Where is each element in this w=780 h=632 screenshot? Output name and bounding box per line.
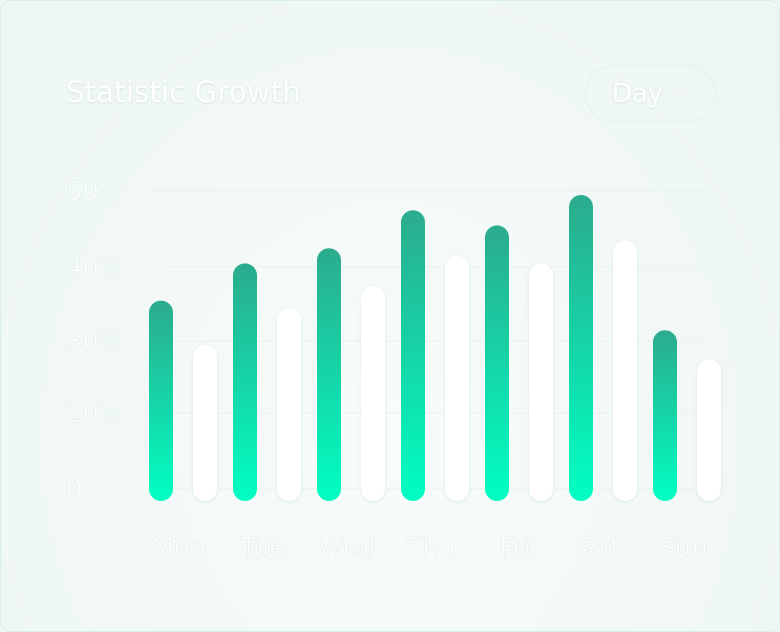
period-dropdown[interactable]: Day (585, 65, 716, 122)
chart-title: Statistic Growth (66, 75, 301, 109)
x-axis-ticks: Mon Tue Wed Thu Fri Sat Sun (151, 533, 708, 564)
chevron-down-icon (671, 85, 689, 103)
bar-primary (569, 195, 593, 501)
bar-primary (401, 210, 425, 501)
x-tick-label: Fri (500, 533, 531, 563)
bar-secondary (697, 359, 721, 501)
bar-secondary (361, 285, 385, 501)
x-tick-label: Thu (406, 533, 456, 563)
y-tick-label: 0 (66, 475, 83, 505)
y-axis-ticks: 0 20% 30% 40% 50% (66, 177, 124, 506)
bar-primary (233, 263, 257, 501)
x-tick-label: Tue (240, 533, 285, 563)
x-tick-label: Sat (578, 533, 621, 563)
x-tick-label: Sun (658, 533, 707, 563)
bar-primary (317, 248, 341, 501)
bar-secondary (193, 345, 217, 501)
y-tick-label: 40% (66, 253, 124, 283)
bars (149, 195, 721, 501)
x-tick-label: Mon (152, 533, 207, 563)
bar-secondary (445, 255, 469, 501)
y-tick-label: 20% (66, 399, 124, 429)
bar-secondary (277, 308, 301, 501)
bar-secondary (529, 263, 553, 501)
y-tick-label: 30% (66, 327, 124, 357)
x-tick-label: Wed (319, 533, 376, 563)
y-tick-label: 50% (66, 177, 124, 207)
bar-primary (149, 300, 173, 501)
bar-primary (653, 330, 677, 501)
bar-primary (485, 225, 509, 501)
period-dropdown-label: Day (611, 78, 664, 109)
bar-secondary (613, 240, 637, 501)
